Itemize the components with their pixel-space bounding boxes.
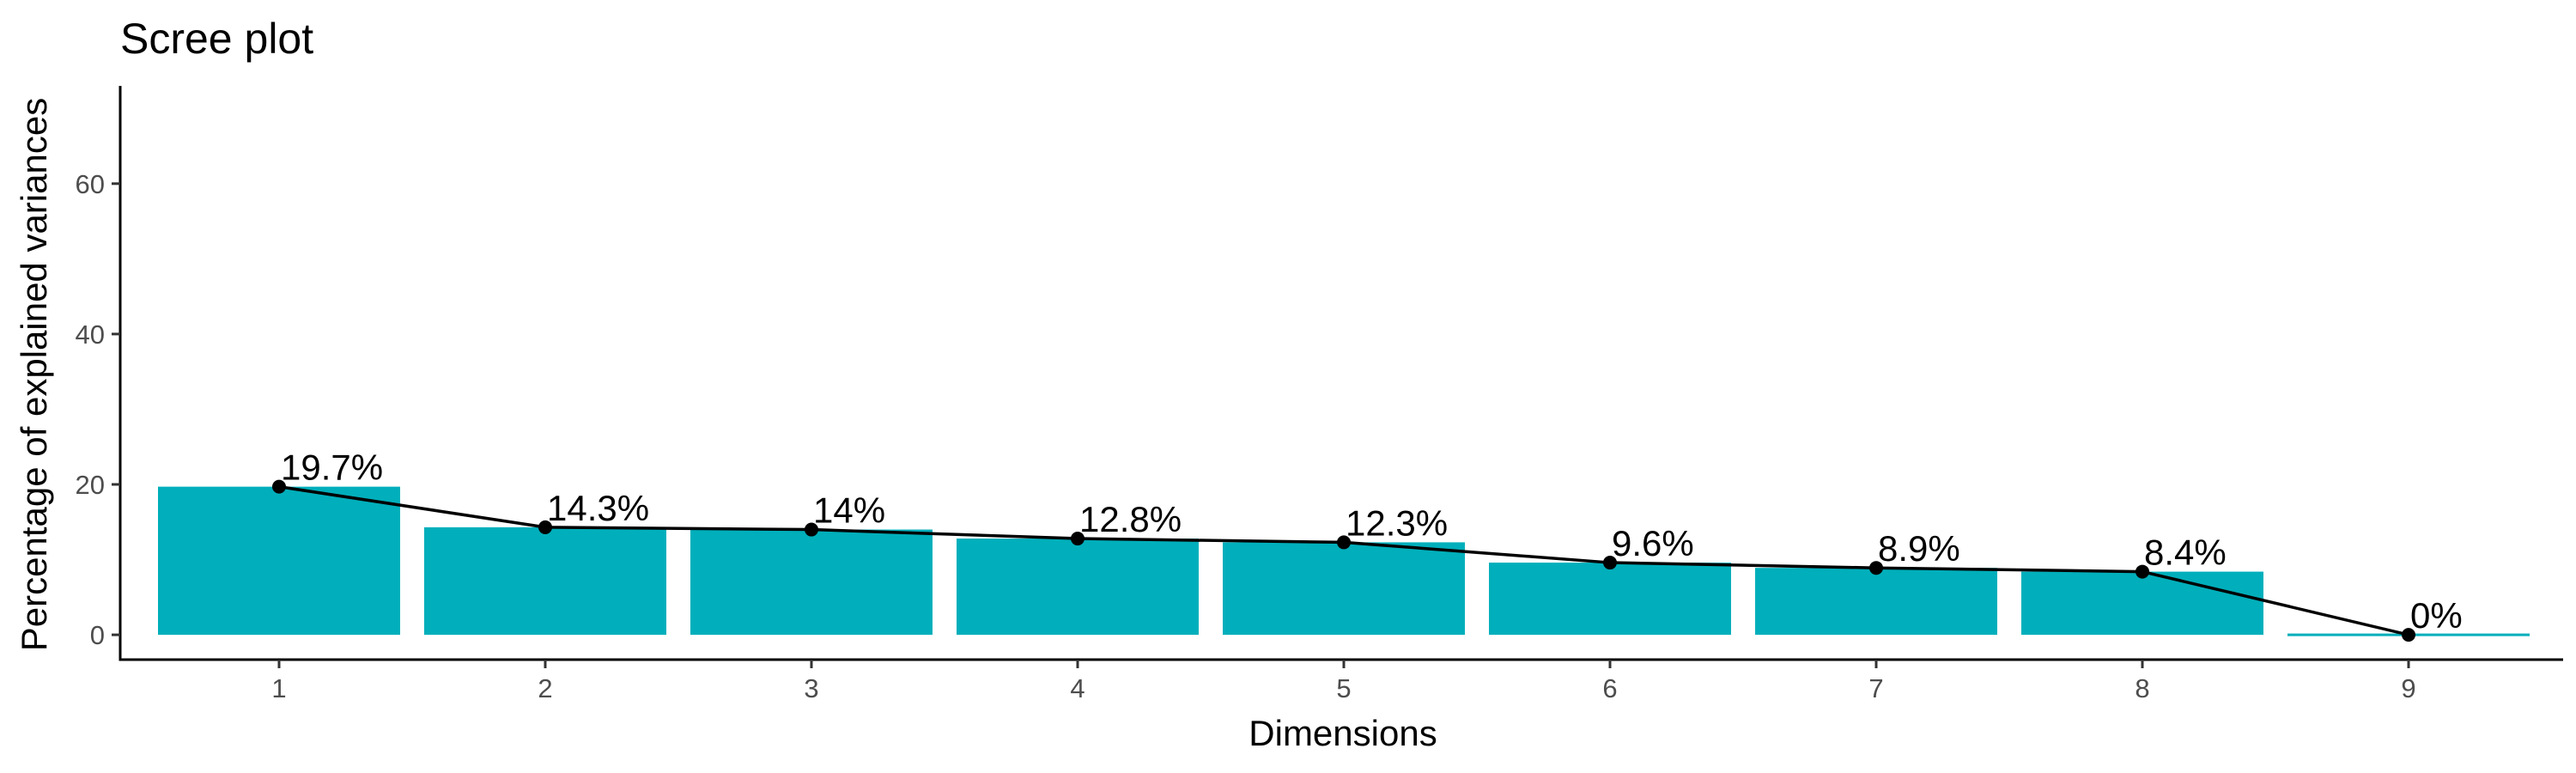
bar-series	[158, 486, 2530, 636]
x-tick-label-8: 8	[2135, 673, 2149, 703]
point-dim-6	[1603, 556, 1617, 570]
point-dim-1	[272, 479, 286, 494]
x-tick-label-7: 7	[1868, 673, 1883, 703]
data-label-dim-4: 12.8%	[1079, 499, 1182, 539]
bar-dim-5	[1223, 542, 1465, 636]
x-tick-label-5: 5	[1336, 673, 1351, 703]
point-dim-5	[1337, 535, 1351, 550]
chart-title: Scree plot	[120, 15, 313, 63]
x-tick-label-3: 3	[804, 673, 818, 703]
x-axis-title: Dimensions	[1249, 713, 1437, 753]
y-tick-label-60: 60	[76, 169, 105, 199]
data-label-dim-9: 0%	[2410, 595, 2463, 636]
point-dim-7	[1869, 561, 1883, 575]
y-tick-label-40: 40	[76, 320, 105, 350]
y-tick-label-0: 0	[90, 620, 105, 650]
bar-dim-6	[1489, 563, 1731, 636]
bar-dim-7	[1755, 568, 1997, 636]
x-tick-label-9: 9	[2401, 673, 2415, 703]
data-label-dim-2: 14.3%	[547, 488, 649, 528]
point-dim-4	[1071, 532, 1084, 546]
bar-dim-2	[424, 526, 666, 636]
x-axis-ticks: 1 2 3 4 5 6 7 8 9	[271, 660, 2416, 703]
x-tick-label-2: 2	[538, 673, 552, 703]
y-tick-label-20: 20	[76, 470, 105, 500]
data-label-dim-8: 8.4%	[2144, 533, 2227, 573]
y-axis-ticks: 0 20 40 60	[76, 169, 120, 650]
data-label-dim-7: 8.9%	[1878, 528, 1960, 569]
data-label-dim-3: 14%	[813, 490, 885, 531]
bar-dim-1	[158, 486, 400, 636]
data-label-dim-6: 9.6%	[1612, 523, 1694, 563]
data-label-series: 19.7% 14.3% 14% 12.8% 12.3% 9.6% 8.9% 8.4% 0%	[281, 447, 2463, 636]
bar-dim-8	[2021, 571, 2263, 636]
point-dim-2	[538, 520, 552, 534]
point-dim-3	[805, 522, 818, 537]
x-tick-label-6: 6	[1602, 673, 1617, 703]
y-axis-title: Percentage of explained variances	[14, 98, 54, 651]
data-label-dim-1: 19.7%	[281, 447, 383, 488]
bar-dim-3	[690, 529, 933, 636]
point-dim-9	[2402, 628, 2415, 642]
x-tick-label-4: 4	[1070, 673, 1084, 703]
point-series	[272, 479, 2415, 642]
bar-dim-4	[957, 539, 1199, 636]
point-dim-8	[2136, 564, 2149, 579]
x-tick-label-1: 1	[271, 673, 286, 703]
data-label-dim-5: 12.3%	[1346, 502, 1448, 543]
